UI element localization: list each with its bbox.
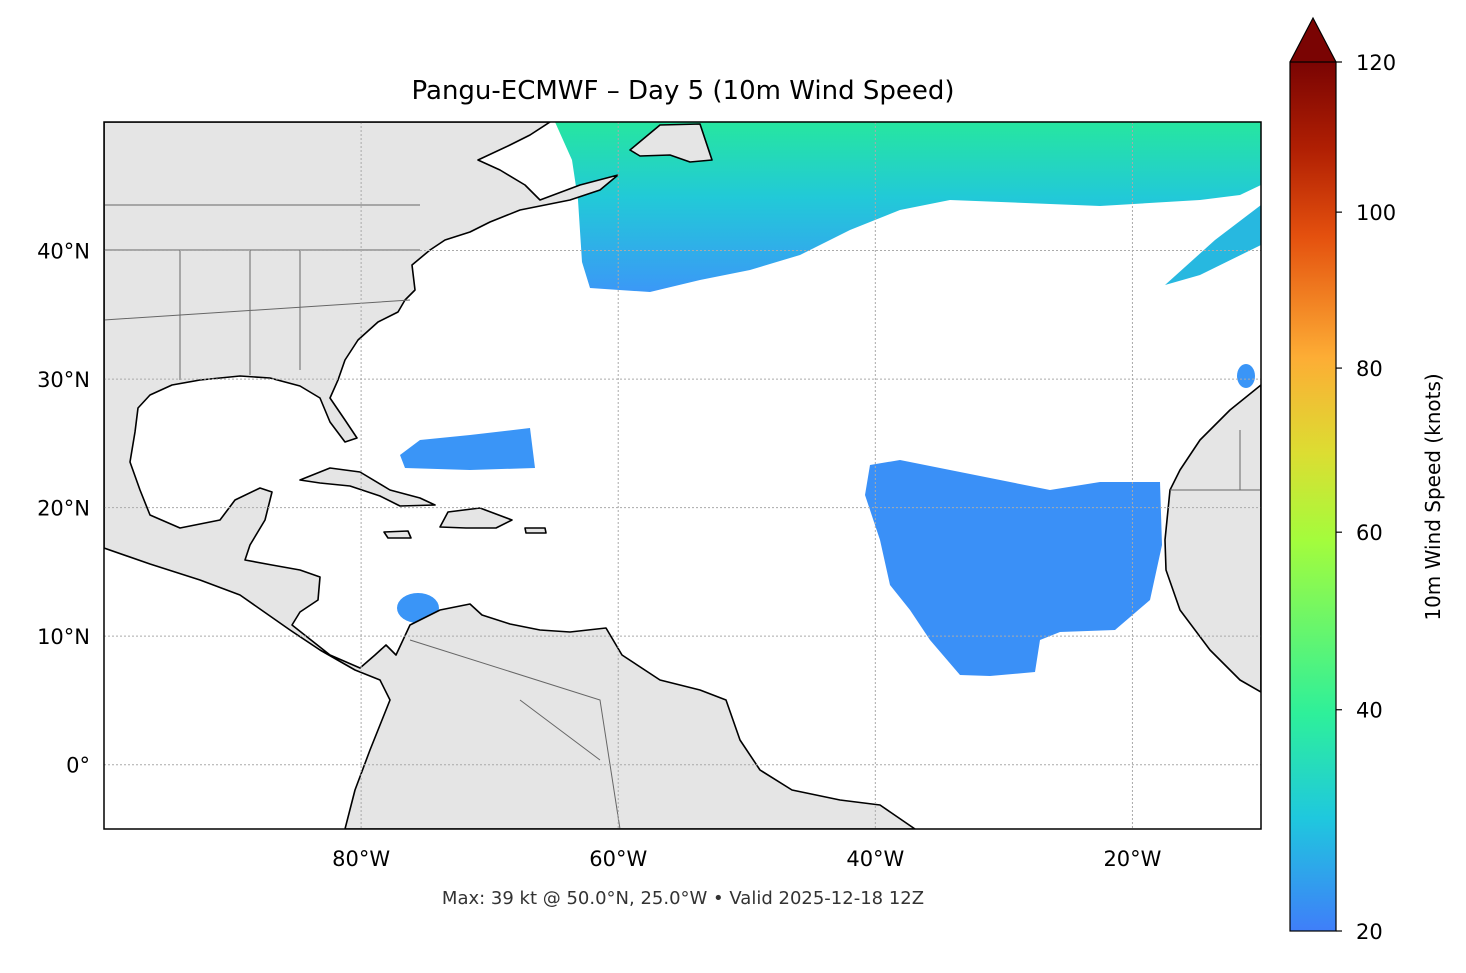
annotation: Max: 39 kt @ 50.0°N, 25.0°W • Valid 2025… [442, 888, 924, 909]
colorbar-frame [1289, 61, 1337, 932]
colorbar-tick-label: 80 [1356, 357, 1383, 381]
x-tick-label: 80°W [332, 847, 390, 871]
land [104, 122, 1261, 829]
chart-title: Pangu-ECMWF – Day 5 (10m Wind Speed) [412, 76, 955, 106]
colorbar-label: 10m Wind Speed (knots) [1421, 373, 1445, 620]
y-tick-label: 40°N [37, 240, 90, 264]
colorbar [1290, 62, 1336, 931]
colorbar-tick-label: 100 [1356, 201, 1396, 225]
colorbar-tick-label: 20 [1356, 920, 1383, 944]
y-tick-label: 0° [66, 754, 90, 778]
colorbar-tick-label: 120 [1356, 51, 1396, 75]
y-tick-label: 10°N [37, 625, 90, 649]
y-tick-label: 20°N [37, 497, 90, 521]
colorbar-extend-frame [1289, 16, 1337, 63]
colorbar-tick-label: 40 [1356, 699, 1383, 723]
colorbar-extend [1290, 18, 1336, 62]
colorbar-tick-label: 60 [1356, 521, 1383, 545]
x-tick-label: 60°W [589, 847, 647, 871]
x-tick-label: 20°W [1103, 847, 1161, 871]
x-tick-label: 40°W [846, 847, 904, 871]
map [104, 122, 1261, 829]
y-tick-label: 30°N [37, 368, 90, 392]
map-frame [103, 121, 1262, 830]
borders [104, 204, 1261, 829]
